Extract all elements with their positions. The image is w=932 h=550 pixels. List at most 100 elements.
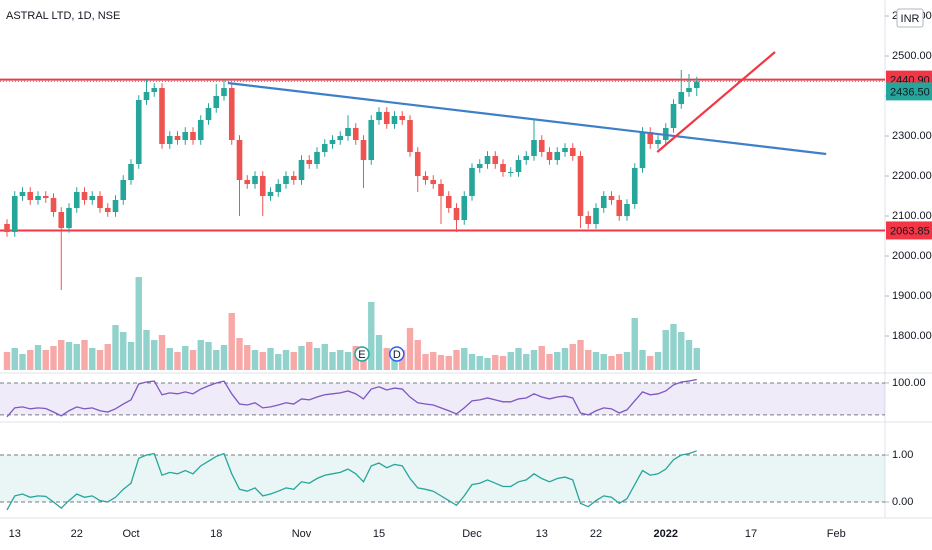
candle-body: [476, 164, 483, 168]
candle-body: [275, 184, 282, 192]
volume-bar: [81, 340, 88, 370]
volume-bar: [523, 354, 530, 370]
volume-bar: [507, 352, 514, 370]
candle-body: [321, 144, 328, 152]
volume-bar: [151, 340, 158, 370]
candle-body: [197, 120, 204, 140]
candle-body: [259, 176, 266, 196]
volume-bar: [453, 350, 460, 370]
event-label: E: [358, 349, 365, 361]
volume-bar: [89, 348, 96, 370]
volume-bar: [616, 354, 623, 370]
volume-bar: [65, 342, 73, 370]
volume-bar: [600, 354, 607, 370]
volume-bar: [561, 348, 569, 370]
candle-body: [89, 196, 96, 200]
candle-body: [97, 196, 103, 208]
candle-body: [569, 148, 576, 156]
candle-body: [11, 196, 18, 232]
volume-bar: [73, 344, 80, 370]
candle-body: [221, 88, 227, 96]
volume-bar: [182, 346, 189, 370]
candle-body: [58, 212, 65, 228]
candle-body: [4, 224, 10, 232]
event-label: D: [393, 349, 401, 361]
candle-body: [213, 96, 220, 108]
x-tick-label: 13: [9, 528, 21, 540]
candle-body: [143, 92, 150, 100]
volume-bar: [499, 356, 507, 370]
volume-bar: [50, 346, 57, 370]
candle-body: [445, 196, 452, 208]
volume-bar: [313, 348, 321, 370]
volume-bar: [205, 342, 212, 370]
candle-body: [104, 208, 111, 212]
volume-bar: [143, 330, 150, 370]
volume-bar: [197, 340, 204, 370]
volume-bar: [275, 354, 282, 370]
volume-bar: [213, 350, 220, 370]
candle-body: [236, 140, 243, 180]
plot: 1800.00 1900.00 2000.00 2100.00 2200.00 2300.…: [0, 8, 932, 540]
currency-label: INR: [901, 13, 920, 25]
volume-bar: [492, 355, 499, 370]
candle-body: [655, 140, 661, 144]
volume-bar: [337, 350, 344, 370]
volume-bar: [678, 332, 685, 370]
y-tick-label: 1.00: [892, 449, 913, 461]
volume-bar: [577, 340, 584, 370]
volume-bar: [267, 348, 274, 370]
volume-bar: [244, 345, 251, 370]
y-tick-label: 0.00: [892, 496, 913, 508]
y-tick-label: 2300.00: [892, 130, 932, 142]
candle-body: [693, 81, 700, 88]
volume-bar: [554, 352, 561, 370]
candle-body: [205, 108, 212, 120]
candle-body: [414, 152, 421, 176]
candle-body: [81, 192, 88, 200]
x-tick-label: 22: [590, 528, 602, 540]
candle-body: [554, 152, 561, 160]
candle-body: [337, 136, 344, 140]
volume-bar: [414, 340, 421, 370]
candle-body: [174, 136, 181, 140]
candle-body: [383, 112, 390, 124]
volume-bar: [647, 356, 654, 370]
volume-bar: [127, 342, 135, 370]
volume-bar: [445, 356, 452, 370]
candle-body: [120, 180, 127, 200]
candle-body: [678, 92, 685, 104]
candle-body: [422, 176, 429, 180]
candle-body: [166, 136, 173, 144]
volume-bar: [251, 350, 259, 370]
x-tick-label: 22: [71, 528, 83, 540]
volume-bar: [623, 352, 631, 370]
candle-body: [546, 152, 553, 160]
volume-bar: [220, 345, 228, 370]
candle-body: [252, 176, 258, 184]
y-tick-label: 2100.00: [892, 210, 932, 222]
volume-bar: [406, 328, 414, 370]
indicator-line: [6, 378, 697, 418]
candle-body: [647, 132, 654, 144]
volume-bar: [399, 350, 406, 370]
volume-bar: [515, 348, 522, 370]
candle-body: [600, 196, 607, 208]
candle-body: [585, 216, 592, 224]
candle-body: [345, 128, 351, 136]
candle-body: [399, 116, 406, 120]
x-tick-label: Feb: [827, 528, 846, 540]
volume-bar: [608, 356, 615, 370]
volume-bar: [360, 355, 367, 370]
candle-body: [407, 120, 413, 152]
candle-body: [228, 88, 235, 140]
candle-body: [244, 180, 251, 184]
volume-bar: [290, 352, 297, 370]
candle-body: [608, 196, 615, 200]
candle-body: [190, 132, 196, 140]
x-tick-label: 17: [745, 528, 757, 540]
candle-body: [523, 156, 530, 160]
volume-bar: [368, 302, 375, 370]
candle-body: [515, 160, 522, 172]
